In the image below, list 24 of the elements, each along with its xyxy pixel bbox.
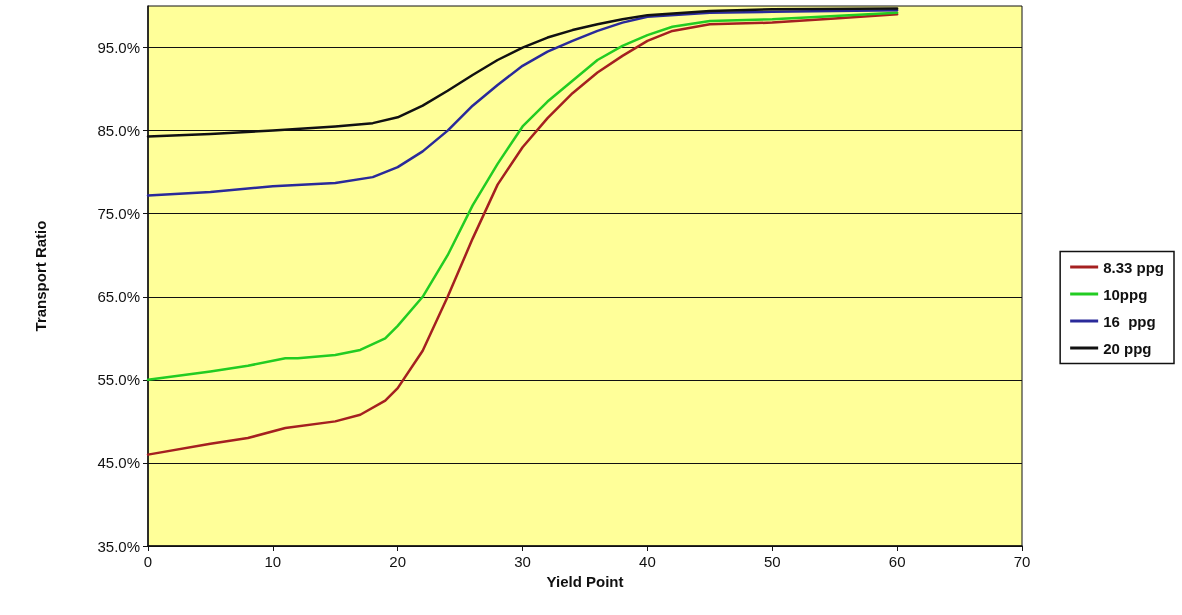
y-tick-label: 35.0%	[97, 537, 140, 555]
x-axis-title: Yield Point	[546, 572, 624, 590]
y-axis-title: Transport Ratio	[32, 220, 49, 332]
y-tick-label: 95.0%	[97, 39, 140, 57]
x-tick-label: 50	[763, 553, 781, 570]
legend-label: 16 ppg	[1103, 312, 1156, 330]
x-tick-label: 70	[1013, 553, 1031, 570]
x-tick-label: 60	[888, 553, 906, 570]
y-tick-label: 65.0%	[97, 288, 140, 306]
x-tick-label: 30	[514, 553, 531, 570]
legend-label: 10ppg	[1103, 285, 1148, 303]
y-tick-label: 85.0%	[97, 122, 140, 140]
y-tick-label: 45.0%	[97, 454, 140, 472]
legend-label: 20 ppg	[1103, 339, 1152, 357]
line-series	[146, 11, 899, 382]
line-series	[146, 8, 899, 197]
legend-label: 8.33 ppg	[1103, 258, 1165, 276]
y-tick-label: 75.0%	[97, 205, 140, 223]
x-tick-label: 20	[389, 553, 407, 570]
line-series	[146, 13, 899, 456]
y-tick-label: 55.0%	[97, 371, 140, 389]
x-tick-label: 40	[639, 553, 656, 570]
x-tick-label: 10	[264, 553, 282, 570]
x-tick-label: 0	[143, 553, 153, 570]
